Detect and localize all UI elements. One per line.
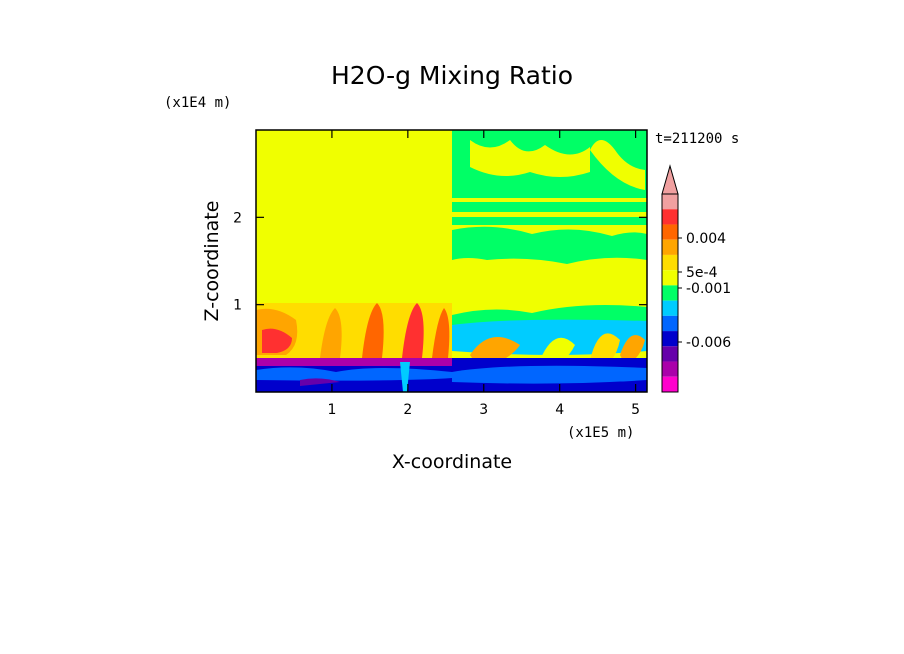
- colorbar-segment: [662, 346, 678, 362]
- colorbar-frame: [661, 193, 679, 393]
- colorbar: 0.004 5e-4-0.001 -0.006: [661, 164, 731, 393]
- colorbar-segment: [662, 239, 678, 255]
- time-label: t=211200 s: [655, 131, 739, 147]
- y-tick-label: 1: [233, 298, 242, 314]
- colorbar-segment: [662, 194, 678, 210]
- y-axis-label: Z-coordinate: [201, 201, 223, 322]
- y-tick-label: 2: [233, 210, 242, 226]
- field-left-red: [262, 328, 292, 353]
- x-tick-label: 3: [479, 402, 488, 418]
- field-right-plume-4: [620, 335, 645, 365]
- x-axis-ticks: 1 2 3 4 5: [327, 130, 640, 418]
- colorbar-tick-label: 5e-4: [686, 265, 718, 281]
- field-bottom-right-streak: [452, 365, 647, 384]
- colorbar-segment: [662, 300, 678, 316]
- field-bottom-blue-streak: [256, 367, 452, 381]
- x-tick-label: 4: [555, 402, 564, 418]
- colorbar-segment: [662, 331, 678, 347]
- colorbar-segment: [662, 254, 678, 271]
- colorbar-segment: [662, 224, 678, 240]
- colorbar-tick-label: -0.001: [686, 281, 731, 297]
- field-upper-right-green: [452, 130, 647, 225]
- colorbar-tick-label: -0.006: [686, 335, 731, 351]
- colorbar-tick-label: 0.004: [686, 231, 726, 247]
- field-right-mid-green: [452, 226, 647, 264]
- plot-frame: [255, 129, 648, 393]
- colorbar-segment: [662, 376, 678, 392]
- field-left-plume-1: [320, 308, 342, 358]
- chart-title: H2O-g Mixing Ratio: [331, 61, 573, 90]
- field-left-plume-3: [402, 303, 424, 358]
- colorbar-segment: [662, 285, 678, 301]
- field-bottom-purple-streak: [300, 378, 340, 386]
- y-scale-label: (x1E4 m): [164, 95, 231, 111]
- y-axis-ticks: 12: [233, 210, 647, 314]
- field-left-plume-4: [432, 308, 450, 358]
- colorbar-extend-triangle: [661, 164, 679, 195]
- field-bottom-purple: [256, 358, 452, 366]
- x-axis-label: X-coordinate: [392, 451, 512, 473]
- field-band-line-1: [452, 198, 647, 202]
- x-tick-label: 2: [403, 402, 412, 418]
- colorbar-segment: [662, 270, 678, 286]
- x-scale-label: (x1E5 m): [567, 425, 634, 441]
- field-upper-right-yellow-2: [590, 140, 645, 190]
- x-tick-label: 1: [327, 402, 336, 418]
- colorbar-segment: [662, 315, 678, 332]
- field-band-line-2: [452, 212, 647, 217]
- contour-field: [256, 130, 647, 392]
- colorbar-segment: [662, 209, 678, 225]
- field-left-plume-2: [362, 303, 384, 358]
- field-upper-right-yellow-1: [470, 140, 590, 177]
- colorbar-segment: [662, 361, 678, 377]
- x-tick-label: 5: [631, 402, 640, 418]
